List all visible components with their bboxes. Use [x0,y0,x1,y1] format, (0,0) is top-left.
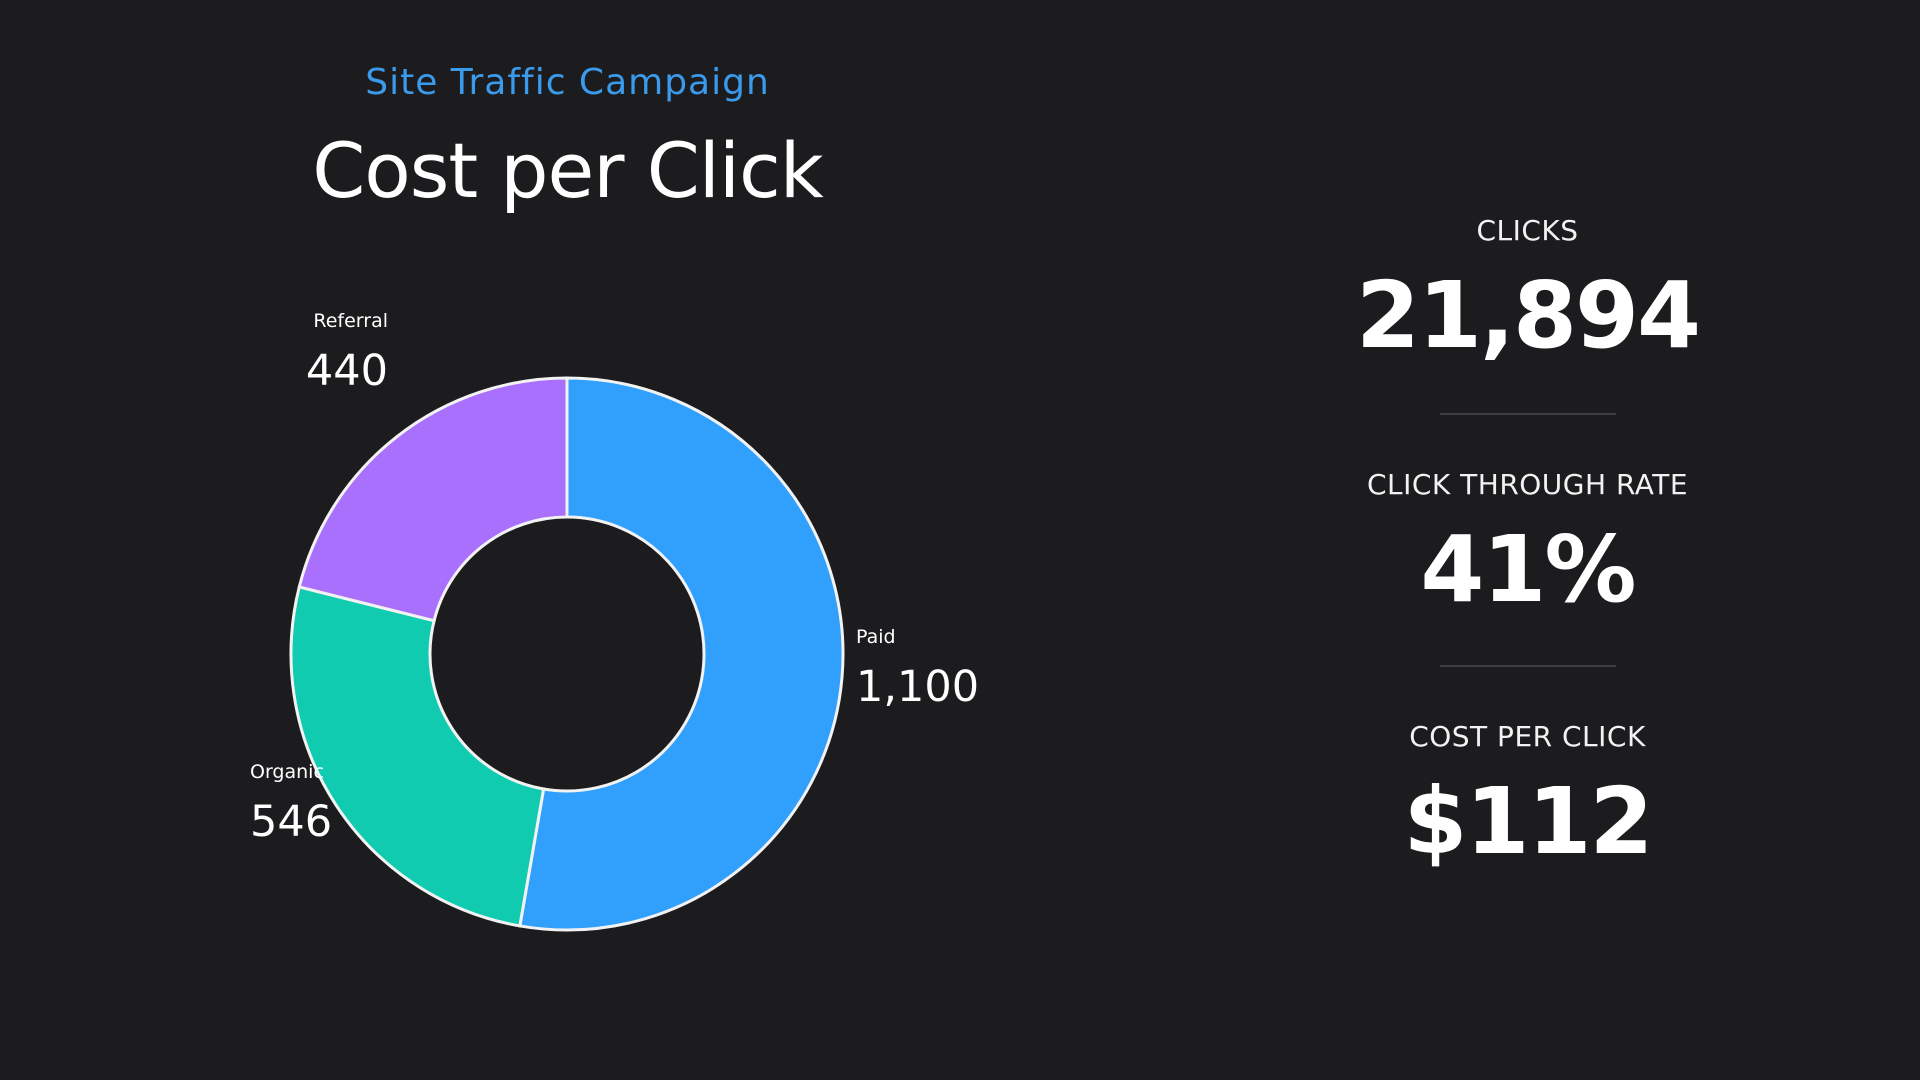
donut-slice-referral [297,376,569,623]
ctr-value: 41% [1420,516,1636,623]
ctr-label: CLICK THROUGH RATE [1366,468,1689,501]
slice-label-organic: Organic [250,761,324,783]
cost-per-click-label: COST PER CLICK [1409,720,1646,753]
campaign-subtitle: Site Traffic Campaign [365,62,770,103]
slice-label-paid: Paid [856,626,896,648]
divider [1440,413,1616,415]
clicks-value: 21,894 [1355,262,1701,369]
divider [1440,665,1616,667]
donut-slice-organic [289,585,546,928]
page-title: Cost per Click [312,126,824,215]
slice-value-paid: 1,100 [856,662,979,712]
slice-label-referral: Referral [313,310,388,332]
donut-labels: Paid 1,100 Organic 546 Referral 440 [250,310,979,847]
cost-per-click-value: $112 [1403,768,1653,875]
slice-value-referral: 440 [306,346,388,396]
donut-slice-paid [518,376,845,932]
donut-slices [289,376,845,932]
slice-value-organic: 546 [250,797,332,847]
clicks-label: CLICKS [1476,214,1579,247]
